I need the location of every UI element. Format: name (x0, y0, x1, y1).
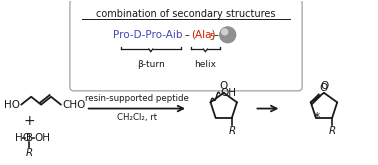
Text: resin-supported peptide: resin-supported peptide (85, 94, 189, 103)
Text: helix: helix (194, 60, 216, 69)
Text: Pro-D-Pro-Aib: Pro-D-Pro-Aib (113, 30, 182, 40)
Text: 5: 5 (210, 33, 215, 42)
FancyBboxPatch shape (70, 0, 302, 91)
Text: R: R (26, 148, 33, 158)
Text: OH: OH (220, 88, 237, 98)
Text: *: * (314, 111, 320, 124)
Text: +: + (23, 114, 35, 128)
Text: O: O (320, 83, 328, 94)
Text: CHO: CHO (62, 100, 85, 110)
Text: –: – (184, 30, 189, 40)
Text: CH₂Cl₂, rt: CH₂Cl₂, rt (117, 114, 157, 122)
Text: R: R (328, 126, 336, 136)
Text: HO: HO (5, 100, 20, 110)
Text: combination of secondary structures: combination of secondary structures (96, 9, 276, 19)
Text: –: – (214, 30, 219, 40)
Text: OH: OH (34, 133, 50, 143)
Text: β-turn: β-turn (137, 60, 165, 69)
Circle shape (220, 27, 235, 43)
Circle shape (222, 29, 228, 35)
Text: (Ala): (Ala) (191, 30, 215, 40)
Text: R: R (228, 126, 235, 136)
Text: HO: HO (15, 133, 31, 143)
Text: O: O (320, 81, 328, 91)
Text: B: B (26, 133, 33, 143)
Text: O: O (220, 81, 228, 91)
